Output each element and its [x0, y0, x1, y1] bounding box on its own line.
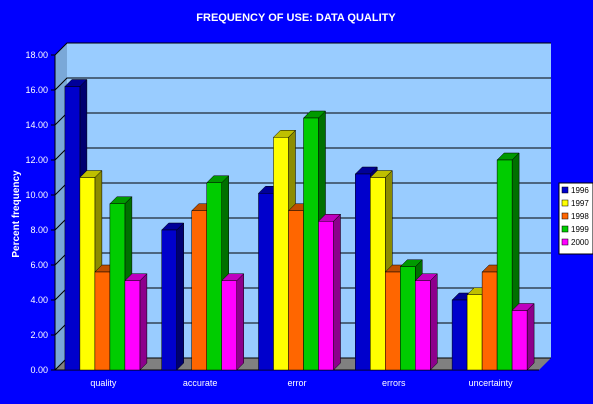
bar-front — [318, 221, 334, 371]
bar-side — [176, 222, 184, 371]
bar-front — [191, 210, 207, 371]
bar-front — [258, 193, 274, 371]
bar-side — [430, 273, 438, 371]
y-axis-label: Percent frequency — [11, 170, 22, 258]
bar-front — [385, 271, 401, 371]
bar-front — [370, 177, 386, 371]
legend-swatch-1998 — [561, 212, 569, 220]
bar-side — [333, 213, 341, 371]
y-tick-label: 0.00 — [30, 365, 48, 375]
bar-front — [511, 310, 528, 371]
bar-front — [64, 86, 81, 371]
legend-swatch-1997 — [561, 199, 569, 207]
bar-front — [124, 280, 141, 371]
x-tick-label: uncertainty — [469, 378, 514, 388]
bar-front — [355, 173, 371, 371]
legend-swatch-1999 — [561, 225, 569, 233]
y-gridline — [54, 77, 551, 91]
x-tick-label: quality — [90, 378, 117, 388]
y-gridline — [54, 42, 551, 56]
bar-accurate-1996 — [161, 222, 185, 371]
chart-title: FREQUENCY OF USE: DATA QUALITY — [196, 12, 396, 24]
bar-error-2000 — [317, 213, 342, 371]
legend-label-1997: 1997 — [571, 199, 589, 208]
x-tick-label: errors — [382, 378, 406, 388]
bar-front — [288, 210, 304, 371]
bar-front — [161, 229, 177, 371]
bar-side — [139, 273, 148, 371]
bar-quality-2000 — [124, 273, 148, 371]
y-tick-label: 12.00 — [25, 155, 48, 165]
y-tick-label: 10.00 — [25, 190, 48, 200]
x-tick-label: accurate — [183, 378, 218, 388]
bar-side — [526, 302, 535, 371]
y-tick-label: 8.00 — [30, 225, 48, 235]
bar-accurate-2000 — [221, 273, 245, 371]
bar-front — [481, 271, 498, 371]
legend-label-2000: 2000 — [571, 238, 589, 247]
y-tick-label: 6.00 — [30, 260, 48, 270]
legend: 1996 1997 1998 1999 2000 — [558, 182, 593, 255]
y-tick-label: 2.00 — [30, 330, 48, 340]
x-tick-label: error — [287, 378, 306, 388]
bar-side — [236, 273, 244, 371]
bar-front — [496, 159, 513, 371]
legend-label-1996: 1996 — [571, 186, 589, 195]
y-tick-label: 16.00 — [25, 85, 48, 95]
legend-label-1999: 1999 — [571, 225, 589, 234]
legend-label-1998: 1998 — [571, 212, 589, 221]
bar-front — [221, 280, 237, 371]
bar-front — [109, 203, 126, 371]
legend-swatch-2000 — [561, 238, 569, 246]
bar-front — [400, 266, 416, 371]
bar-front — [466, 294, 483, 371]
bar-front — [415, 280, 431, 371]
y-tick-label: 4.00 — [30, 295, 48, 305]
legend-swatch-1996 — [561, 186, 569, 194]
y-tick-label: 14.00 — [25, 120, 48, 130]
bar-errors-2000 — [414, 273, 438, 371]
bar-front — [79, 177, 96, 371]
bar-front — [94, 271, 111, 371]
plot-area: 0.00 2.00 4.00 6.00 8.00 10.00 12.00 14.00 16.00… — [25, 42, 551, 388]
plot-side-wall — [55, 43, 67, 370]
y-tick-label: 18.00 — [25, 50, 48, 60]
bar-front — [303, 117, 319, 371]
bar-front — [206, 182, 222, 371]
bar-front — [273, 137, 289, 371]
bar-front — [451, 299, 468, 371]
bar-uncertainty-2000 — [511, 302, 535, 371]
